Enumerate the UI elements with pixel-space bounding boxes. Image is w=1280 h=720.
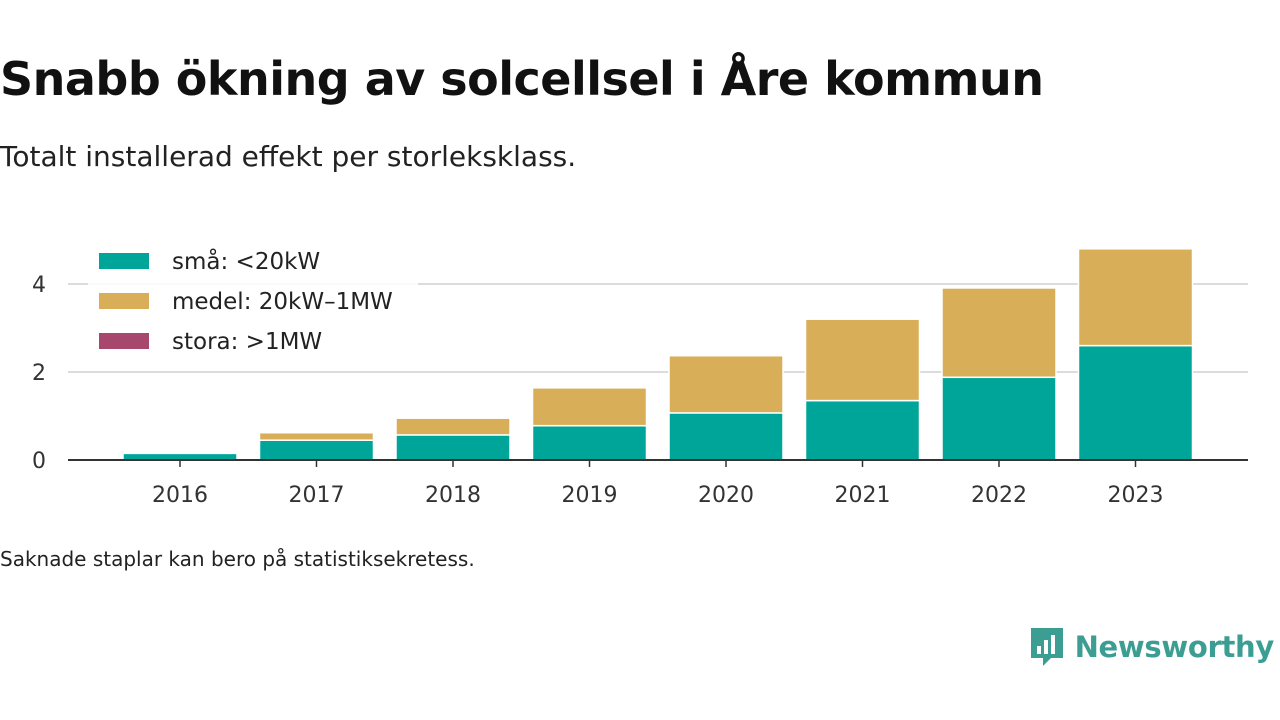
x-tick-label: 2022 <box>971 483 1027 508</box>
bar-segment <box>258 431 375 441</box>
y-tick-label: 0 <box>32 449 46 474</box>
chart-area: 0 2 4 2016 2017 2018 2019 2020 2021 2022 2023 små: … <box>0 220 1280 520</box>
legend-swatch <box>99 333 149 349</box>
bar-segment <box>531 387 648 427</box>
x-tick-label: 2019 <box>562 483 618 508</box>
y-tick-label: 4 <box>32 273 46 298</box>
x-tick-label: 2017 <box>289 483 345 508</box>
bar-segment <box>395 417 511 436</box>
bar-segment <box>941 376 1057 461</box>
brand-logo: Newsworthy <box>1029 626 1274 668</box>
footnote: Saknade staplar kan bero på statistiksek… <box>0 547 475 571</box>
bar-segment <box>941 287 1057 379</box>
brand-name: Newsworthy <box>1074 630 1275 664</box>
legend-label: små: <20kW <box>172 247 320 275</box>
legend-swatch <box>99 253 149 269</box>
x-tick-label: 2016 <box>152 483 208 508</box>
bar-segment <box>1077 248 1194 347</box>
bar-segment <box>804 318 921 402</box>
chart-subtitle: Totalt installerad effekt per storlekskl… <box>0 140 577 173</box>
bar-segment <box>531 424 648 461</box>
legend-swatch <box>99 293 149 309</box>
legend-label: medel: 20kW–1MW <box>172 289 393 315</box>
x-tick-label: 2023 <box>1108 483 1164 508</box>
stacked-bar-chart: 0 2 4 2016 2017 2018 2019 2020 2021 2022 2023 små: … <box>32 240 1248 508</box>
newsworthy-logo-icon <box>1030 628 1063 666</box>
y-tick-label: 2 <box>32 361 46 386</box>
x-tick-label: 2018 <box>425 483 481 508</box>
x-tick-label: 2020 <box>698 483 754 508</box>
chart-title: Snabb ökning av solcellsel i Åre kommun <box>0 52 1044 106</box>
bar-segment <box>258 439 375 461</box>
bar-segment <box>668 412 784 461</box>
legend-label: stora: >1MW <box>172 329 322 355</box>
bar-segment <box>804 399 921 461</box>
bar-segment <box>668 354 784 414</box>
bar-segment <box>395 434 511 461</box>
bar-segment <box>1077 344 1194 461</box>
x-tick-label: 2021 <box>835 483 891 508</box>
